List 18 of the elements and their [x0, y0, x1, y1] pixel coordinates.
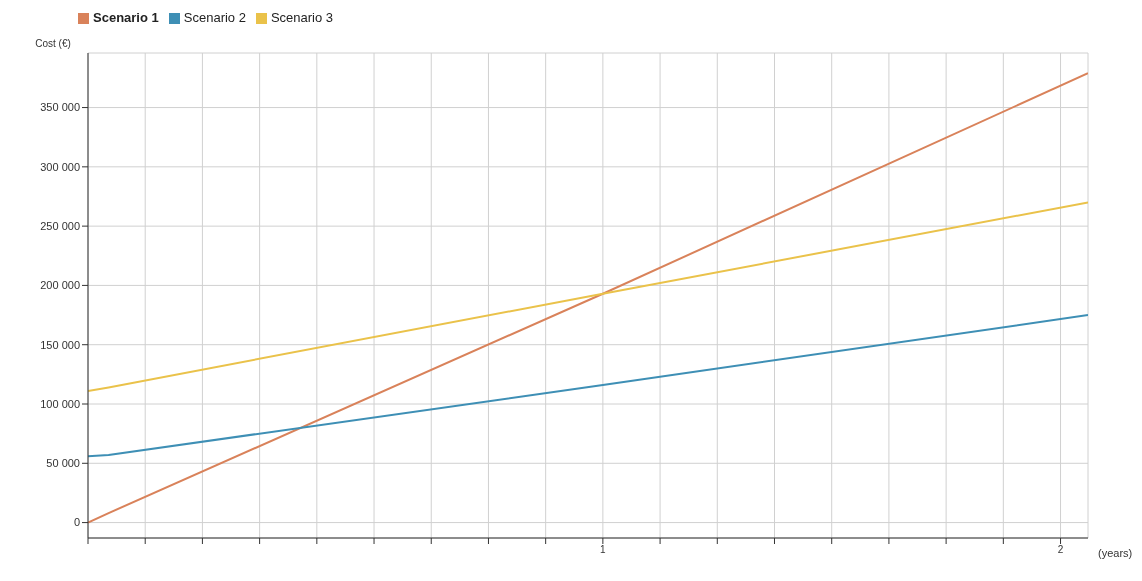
y-tick-label: 100 000 [40, 397, 80, 410]
line-series [88, 201, 1088, 392]
x-tick-label: 1 [600, 544, 607, 556]
y-tick-label: 50 000 [46, 457, 80, 470]
y-tick-label: 0 [73, 516, 80, 529]
legend-label: Scenario 1 [93, 10, 159, 25]
x-tick-label: 2 [1057, 544, 1064, 556]
legend-label: Scenario 3 [270, 10, 334, 25]
y-tick-label: 300 000 [40, 160, 80, 173]
y-tick-label: 200 000 [40, 279, 80, 292]
y-tick-label: 150 000 [40, 338, 80, 351]
y-axis-title: Cost (€) [35, 38, 71, 49]
y-tick-label: 350 000 [40, 101, 80, 114]
x-axis-title: (years) [1098, 546, 1133, 559]
line-series [88, 72, 1088, 524]
line-series [88, 314, 1088, 458]
y-tick-label: 250 000 [40, 220, 80, 233]
legend-label: Scenario 2 [183, 10, 246, 25]
